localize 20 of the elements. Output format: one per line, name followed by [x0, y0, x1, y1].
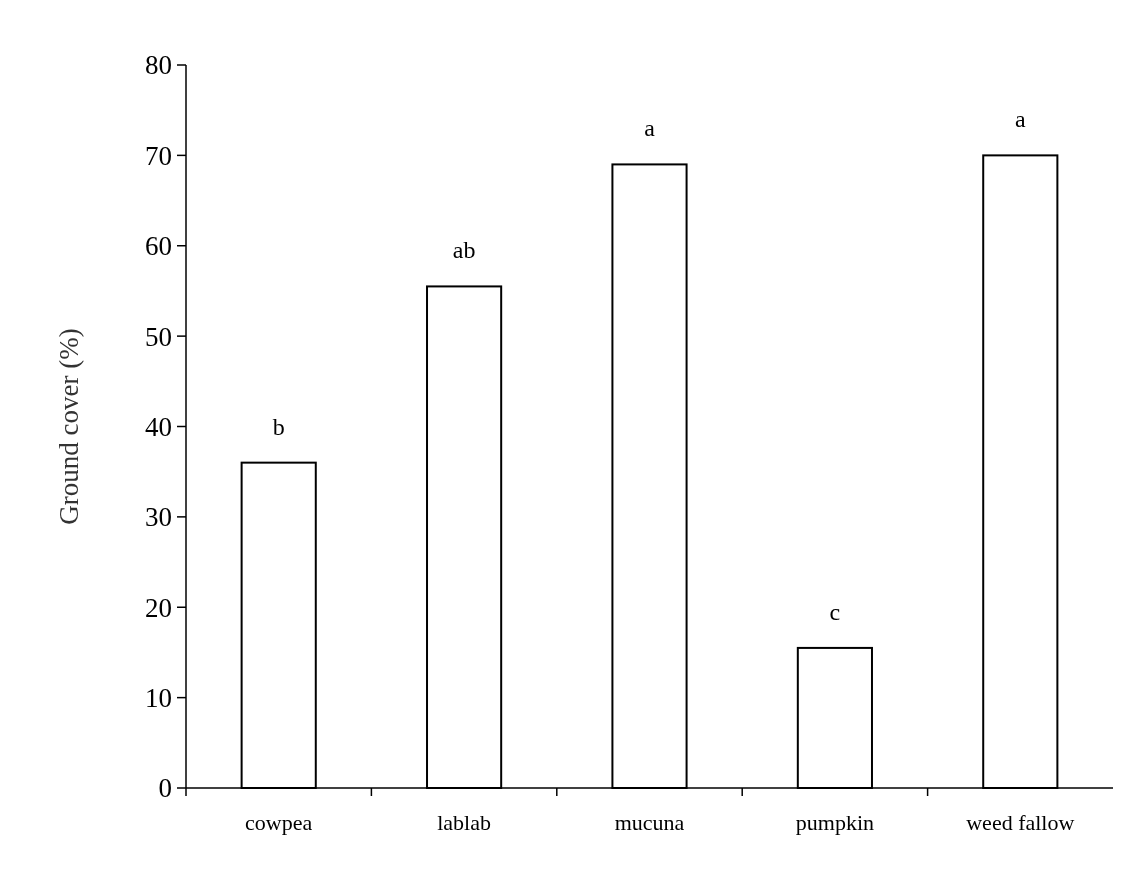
y-tick-label: 0: [158, 773, 172, 804]
x-tick-label: pumpkin: [795, 810, 875, 835]
annotation: ab: [452, 237, 476, 264]
y-tick-label: 40: [145, 411, 172, 442]
annotation: a: [1014, 106, 1026, 133]
y-tick-label: 80: [145, 50, 172, 81]
x-tick-label: lablab: [437, 810, 491, 835]
x-tick-label: cowpea: [245, 810, 313, 835]
annotation: c: [829, 598, 841, 625]
x-tick-label: mucuna: [614, 810, 685, 835]
y-tick-label: 30: [145, 502, 172, 533]
y-tick-label: 10: [145, 683, 172, 714]
y-axis-title: Ground cover (%): [54, 328, 84, 525]
y-tick-label: 50: [145, 321, 172, 352]
annotation: a: [644, 115, 656, 142]
y-tick-label: 60: [145, 231, 172, 262]
y-tick-label: 70: [145, 140, 172, 171]
x-tick-label: weed fallow: [966, 810, 1075, 835]
annotation: b: [272, 413, 285, 440]
y-tick-label: 20: [145, 592, 172, 623]
